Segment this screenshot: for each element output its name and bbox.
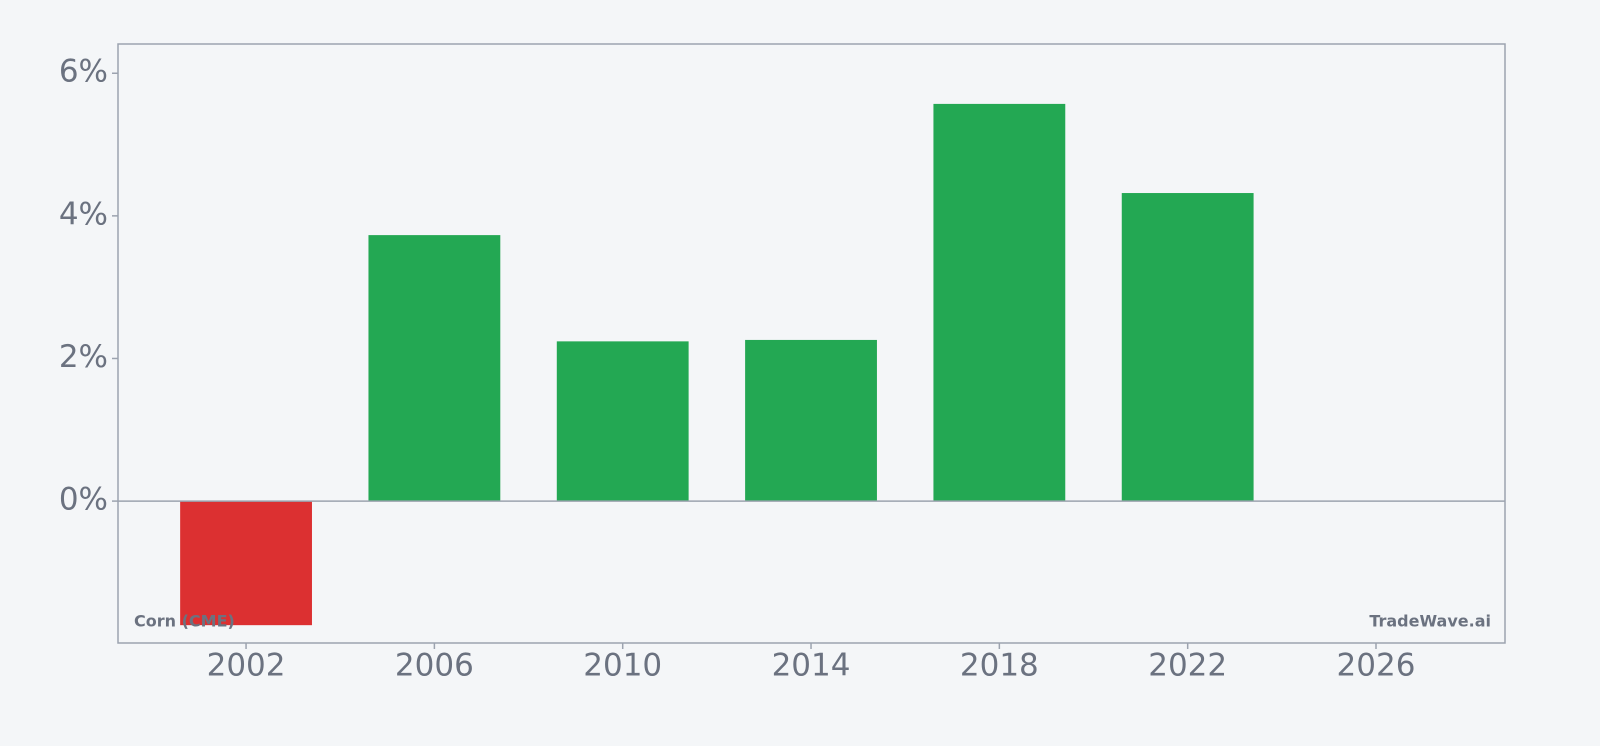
x-tick-label: 2026 (1337, 648, 1416, 684)
source-label: Corn (CME) (134, 612, 235, 631)
bar (933, 103, 1066, 502)
y-tick-label: 4% (59, 196, 108, 232)
x-tick-label: 2002 (207, 648, 286, 684)
x-tick-label: 2014 (772, 648, 851, 684)
bar (745, 339, 877, 502)
x-tick-label: 2022 (1148, 648, 1227, 684)
bar (556, 341, 689, 502)
x-tick-label: 2006 (395, 648, 474, 684)
y-tick-label: 6% (59, 54, 108, 90)
bar (1121, 193, 1254, 502)
watermark: TradeWave.ai (1369, 612, 1491, 631)
bar (368, 235, 501, 502)
y-tick-label: 0% (59, 482, 108, 518)
x-tick-label: 2010 (583, 648, 662, 684)
x-tick-label: 2018 (960, 648, 1039, 684)
y-tick-label: 2% (59, 339, 108, 375)
bar (180, 501, 312, 626)
